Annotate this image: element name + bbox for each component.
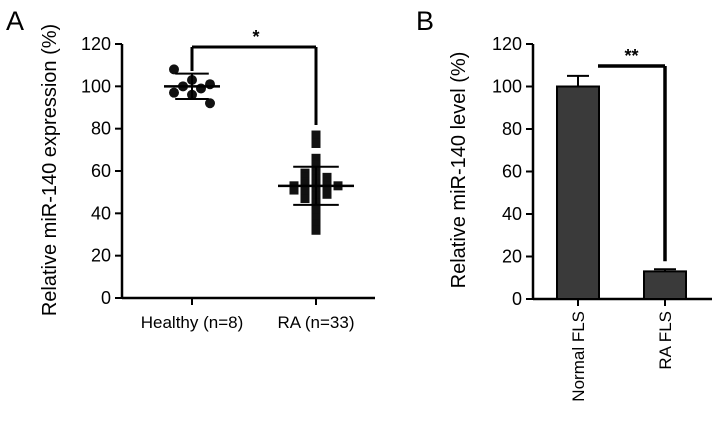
y-tick-label: 60 — [91, 161, 111, 181]
y-tick-label: 40 — [91, 203, 111, 223]
data-point-ra — [300, 183, 310, 193]
data-point-healthy — [169, 64, 179, 75]
data-point-ra — [311, 130, 321, 140]
significance-label: ** — [624, 46, 638, 66]
y-tick-label: 80 — [502, 119, 522, 139]
y-tick-label: 40 — [502, 204, 522, 224]
panel-b-y-axis-title: Relative miR-140 level (%) — [448, 52, 470, 289]
data-point-healthy — [205, 79, 215, 90]
data-point-healthy — [205, 98, 215, 109]
y-tick-label: 20 — [502, 247, 522, 267]
data-point-healthy — [196, 83, 206, 94]
panel-a-plot: 0 20 40 60 80 100 120 Healthy (n=8) RA (n=33) * — [81, 27, 375, 332]
data-point-ra — [311, 213, 321, 223]
x-category-label: Normal FLS — [569, 311, 588, 402]
panel-b-label: B — [416, 6, 434, 36]
data-point-ra — [311, 153, 321, 163]
y-tick-label: 60 — [502, 162, 522, 182]
data-point-ra — [300, 194, 310, 204]
y-tick-label: 100 — [492, 77, 522, 97]
x-category-label: RA FLS — [656, 311, 675, 370]
data-point-ra — [311, 138, 321, 148]
panel-a-y-axis-title: Relative miR-140 expression (%) — [39, 24, 61, 316]
bar — [556, 85, 600, 300]
data-point-ra — [311, 219, 321, 229]
data-point-ra — [289, 185, 299, 195]
y-tick-label: 100 — [81, 76, 111, 96]
data-point-ra — [311, 225, 321, 235]
y-tick-label: 120 — [492, 34, 522, 54]
data-point-ra — [311, 206, 321, 216]
y-tick-label: 0 — [512, 289, 522, 309]
y-tick-label: 20 — [91, 246, 111, 266]
bar — [643, 270, 687, 300]
y-tick-label: 0 — [101, 288, 111, 308]
data-point-ra — [322, 189, 332, 199]
data-point-healthy — [169, 87, 179, 98]
panel-a-label: A — [6, 6, 24, 36]
x-category-label: Healthy (n=8) — [141, 313, 244, 332]
y-tick-label: 80 — [91, 119, 111, 139]
x-category-label: RA (n=33) — [277, 313, 354, 332]
panel-b-plot: 0 20 40 60 80 100 120 Normal FLS RA FLS ** — [492, 34, 712, 402]
significance-label: * — [252, 27, 259, 47]
y-tick-label: 120 — [81, 34, 111, 54]
